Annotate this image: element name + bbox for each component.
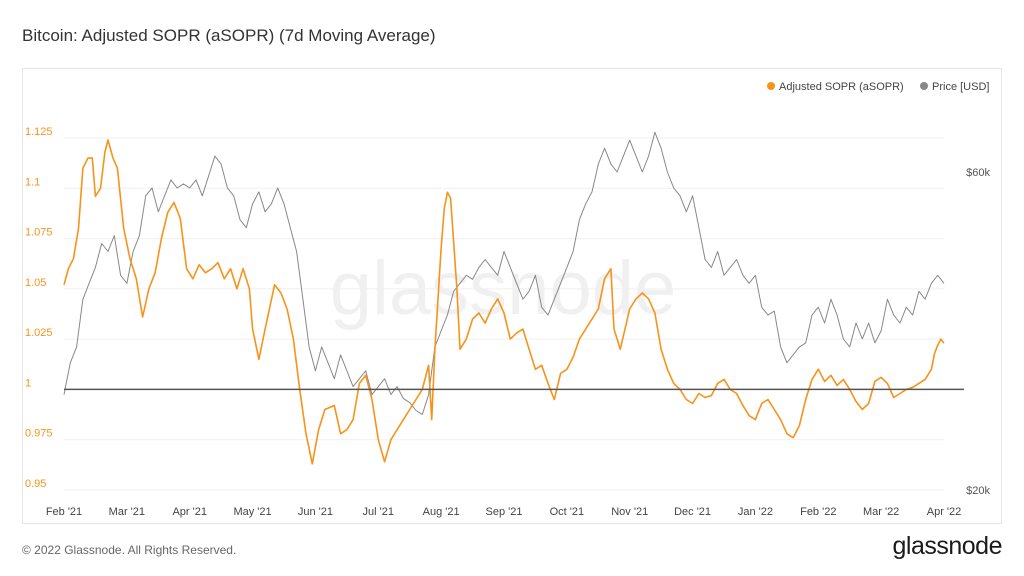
glassnode-logo: glassnode <box>892 532 1003 560</box>
x-tick-label: Apr '22 <box>927 506 962 518</box>
x-tick-label: Jul '21 <box>363 506 394 518</box>
legend-dot-asopr <box>767 82 775 90</box>
y-left-tick-label: 1.075 <box>25 227 53 239</box>
x-tick-label: Aug '21 <box>423 506 460 518</box>
legend-dot-price <box>920 82 928 90</box>
legend: Adjusted SOPR (aSOPR) Price [USD] <box>767 81 989 93</box>
x-tick-label: Nov '21 <box>611 506 648 518</box>
y-left-tick-label: 1 <box>25 377 31 389</box>
x-tick-label: Sep '21 <box>486 506 523 518</box>
x-tick-label: Dec '21 <box>674 506 711 518</box>
y-left-tick-label: 0.975 <box>25 428 53 440</box>
x-tick-label: Oct '21 <box>550 506 585 518</box>
chart-panel: glassnode 0.95 0.975 1 1.025 1.05 1.075 1.1 1.1… <box>22 68 1002 524</box>
x-tick-label: Feb '21 <box>46 506 82 518</box>
x-tick-label: Jun '21 <box>298 506 333 518</box>
y-left-tick-label: 1.05 <box>25 277 46 289</box>
y-left-tick-label: 1.125 <box>25 126 53 138</box>
asopr-line <box>63 139 945 465</box>
y-left-tick-label: 1.1 <box>25 176 40 188</box>
y-left-tick-label: 0.95 <box>25 478 46 490</box>
chart-svg: glassnode 0.950.97511.0251.051.0751.11.1… <box>25 81 990 518</box>
copyright-footer: © 2022 Glassnode. All Rights Reserved. <box>22 543 237 557</box>
y-right-tick-label: $20k <box>966 485 990 497</box>
legend-label-asopr[interactable]: Adjusted SOPR (aSOPR) <box>779 81 904 93</box>
legend-label-price[interactable]: Price [USD] <box>932 81 989 93</box>
x-tick-label: Apr '21 <box>172 506 207 518</box>
x-tick-label: May '21 <box>233 506 271 518</box>
price-line <box>63 131 945 415</box>
x-tick-label: Mar '21 <box>109 506 145 518</box>
y-left-tick-label: 1.025 <box>25 327 53 339</box>
series-layer <box>63 131 964 465</box>
y-right-tick-label: $60k <box>966 167 990 179</box>
x-tick-label: Mar '22 <box>863 506 899 518</box>
x-tick-label: Feb '22 <box>800 506 836 518</box>
x-tick-label: Jan '22 <box>738 506 773 518</box>
chart-title: Bitcoin: Adjusted SOPR (aSOPR) (7d Movin… <box>22 26 436 45</box>
axis-layer: 0.95 0.975 1 1.025 1.05 1.075 1.1 1.125 $20k $60k… <box>25 126 990 518</box>
